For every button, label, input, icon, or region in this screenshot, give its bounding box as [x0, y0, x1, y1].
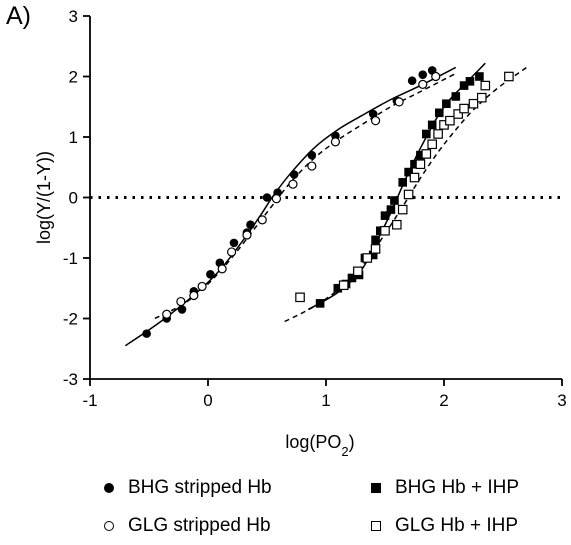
y-tick-label: 0: [69, 189, 78, 208]
legend-item-glg-stripped: GLG stripped Hb: [104, 515, 271, 537]
data-point-series-1: [418, 79, 428, 89]
data-point-series-1: [431, 71, 441, 82]
data-point-series-3: [338, 280, 349, 291]
y-tick-label: 1: [69, 128, 78, 147]
data-point-series-0: [177, 305, 187, 314]
data-point-series-1: [288, 179, 298, 189]
data-point-series-0: [142, 329, 151, 338]
data-point-series-2: [459, 81, 469, 90]
data-point-series-3: [295, 292, 305, 303]
data-point-series-2: [380, 211, 390, 220]
data-point-series-1: [176, 296, 186, 307]
data-point-series-1: [257, 215, 267, 225]
data-point-series-2: [427, 120, 437, 130]
data-point-series-3: [480, 80, 491, 91]
data-point-series-1: [162, 309, 172, 319]
data-point-series-2: [410, 159, 419, 169]
y-tick-label: -2: [63, 310, 78, 329]
legend-item-glg-ihp: GLG Hb + IHP: [371, 515, 518, 537]
data-point-series-2: [434, 108, 444, 118]
filled-circle-marker-icon: [104, 483, 114, 493]
legend-label: GLG stripped Hb: [128, 515, 271, 536]
data-point-series-3: [370, 244, 381, 254]
legend-label: GLG Hb + IHP: [395, 515, 519, 536]
data-point-series-2: [333, 283, 343, 293]
data-point-series-1: [189, 290, 199, 301]
data-point-series-2: [390, 196, 399, 205]
filled-square-marker-icon: [371, 483, 381, 493]
legend-item-bhg-ihp: BHG Hb + IHP: [371, 477, 519, 499]
data-point-series-2: [451, 92, 461, 101]
open-square-marker-icon: [371, 521, 381, 531]
data-point-series-3: [415, 159, 426, 170]
data-point-series-2: [386, 205, 396, 214]
data-point-series-1: [394, 97, 404, 107]
legend: BHG stripped Hb GLG stripped Hb BHG Hb +…: [0, 474, 571, 544]
x-axis-label: log(PO2): [285, 432, 354, 459]
data-point-series-3: [433, 129, 443, 139]
data-point-series-0: [262, 193, 272, 202]
data-point-series-1: [271, 194, 282, 204]
data-point-series-2: [315, 299, 325, 308]
data-point-series-0: [229, 238, 239, 248]
open-circle-marker-icon: [104, 521, 114, 531]
data-point-series-3: [459, 103, 469, 114]
y-tick-label: -1: [63, 249, 78, 268]
x-tick-label: 3: [557, 391, 566, 410]
data-point-series-0: [407, 76, 417, 86]
data-point-series-2: [416, 150, 425, 160]
x-tick-label: -1: [82, 391, 97, 410]
y-tick-label: 2: [69, 68, 78, 87]
data-point-series-2: [422, 129, 431, 139]
y-tick-label: -3: [63, 370, 78, 389]
data-point-series-1: [242, 230, 252, 240]
data-point-series-3: [397, 204, 408, 215]
data-point-series-3: [476, 92, 487, 103]
data-point-series-3: [453, 109, 463, 119]
data-point-series-3: [380, 225, 390, 236]
legend-label: BHG Hb + IHP: [395, 477, 520, 498]
data-point-series-2: [368, 250, 378, 260]
data-point-series-0: [307, 150, 317, 160]
data-point-series-3: [445, 115, 455, 126]
data-point-series-2: [398, 178, 407, 187]
data-point-series-2: [475, 72, 484, 81]
data-point-series-3: [362, 253, 373, 263]
data-point-series-0: [246, 220, 255, 230]
data-point-series-3: [427, 139, 437, 150]
x-tick-label: 0: [203, 391, 212, 410]
data-point-series-3: [468, 98, 479, 109]
data-point-series-0: [289, 170, 299, 179]
data-point-series-1: [217, 264, 227, 274]
data-point-series-1: [370, 116, 381, 126]
data-point-series-2: [371, 235, 380, 245]
data-point-series-1: [227, 247, 237, 257]
data-point-series-3: [353, 266, 363, 277]
data-point-series-1: [307, 161, 317, 171]
data-point-series-3: [409, 172, 420, 183]
fit-curve-series-0: [124, 66, 457, 347]
data-point-series-2: [442, 99, 451, 109]
data-point-series-3: [392, 219, 402, 230]
data-point-series-0: [206, 270, 215, 279]
data-point-series-3: [504, 71, 514, 82]
data-point-series-1: [330, 137, 341, 147]
panel-label: A): [6, 2, 31, 30]
data-point-series-2: [404, 167, 413, 177]
y-axis-label: log(Y/(1-Y)): [34, 151, 54, 244]
legend-item-bhg-stripped: BHG stripped Hb: [104, 477, 272, 499]
chart-plot: -3 -2 -1 0 1 2 3 -1 0 1 2 3 log(PO2) log(Y/(1-Y)): [34, 7, 567, 459]
x-tick-label: 1: [321, 391, 330, 410]
fit-curve-series-1: [154, 72, 457, 320]
data-point-series-2: [465, 77, 475, 86]
legend-label: BHG stripped Hb: [128, 477, 272, 498]
data-point-series-3: [421, 149, 432, 159]
data-point-series-3: [403, 189, 414, 200]
data-point-series-2: [347, 273, 357, 283]
x-tick-label: 2: [439, 391, 448, 410]
data-point-series-0: [418, 70, 428, 79]
data-point-series-1: [197, 281, 207, 292]
y-tick-label: 3: [69, 7, 78, 26]
